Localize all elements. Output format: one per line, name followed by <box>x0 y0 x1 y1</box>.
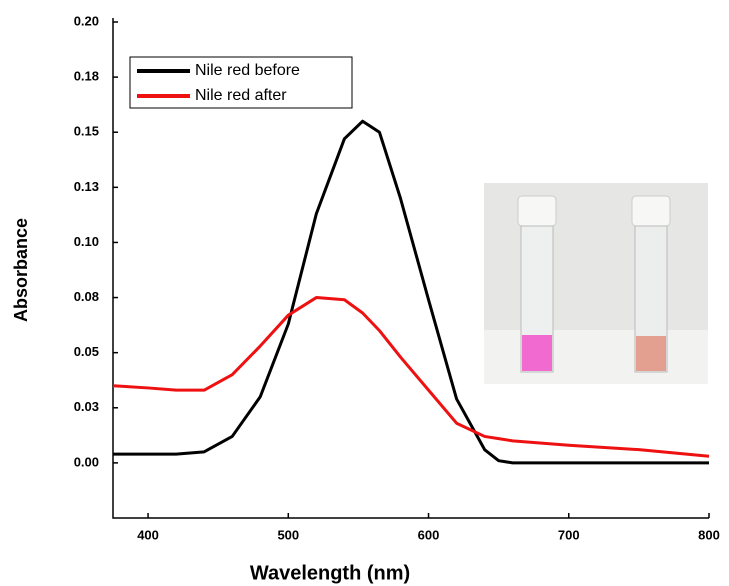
y-tick-label: 0.00 <box>74 454 99 469</box>
y-tick-label: 0.10 <box>74 234 99 249</box>
axes <box>112 18 709 519</box>
series-line <box>112 296 710 458</box>
legend-label: Nile red after <box>195 87 287 104</box>
y-tick-label: 0.03 <box>74 399 99 414</box>
x-tick-label: 500 <box>277 527 299 542</box>
x-tick-label: 600 <box>418 527 440 542</box>
x-tick-label: 400 <box>137 527 159 542</box>
inset-photo <box>484 183 708 384</box>
legend-label: Nile red before <box>195 62 300 79</box>
x-tick-label: 700 <box>558 527 580 542</box>
y-tick-label: 0.18 <box>74 69 99 84</box>
y-tick-label: 0.20 <box>74 13 99 28</box>
legend <box>129 56 353 109</box>
x-axis-label: Wavelength (nm) <box>250 562 410 584</box>
y-axis-label: Absorbance <box>11 218 31 322</box>
y-tick-label: 0.15 <box>74 124 99 139</box>
y-tick-label: 0.05 <box>74 344 99 359</box>
y-tick-label: 0.13 <box>74 179 99 194</box>
series-line <box>113 119 709 465</box>
y-tick-label: 0.08 <box>74 289 99 304</box>
x-tick-label: 800 <box>698 527 720 542</box>
